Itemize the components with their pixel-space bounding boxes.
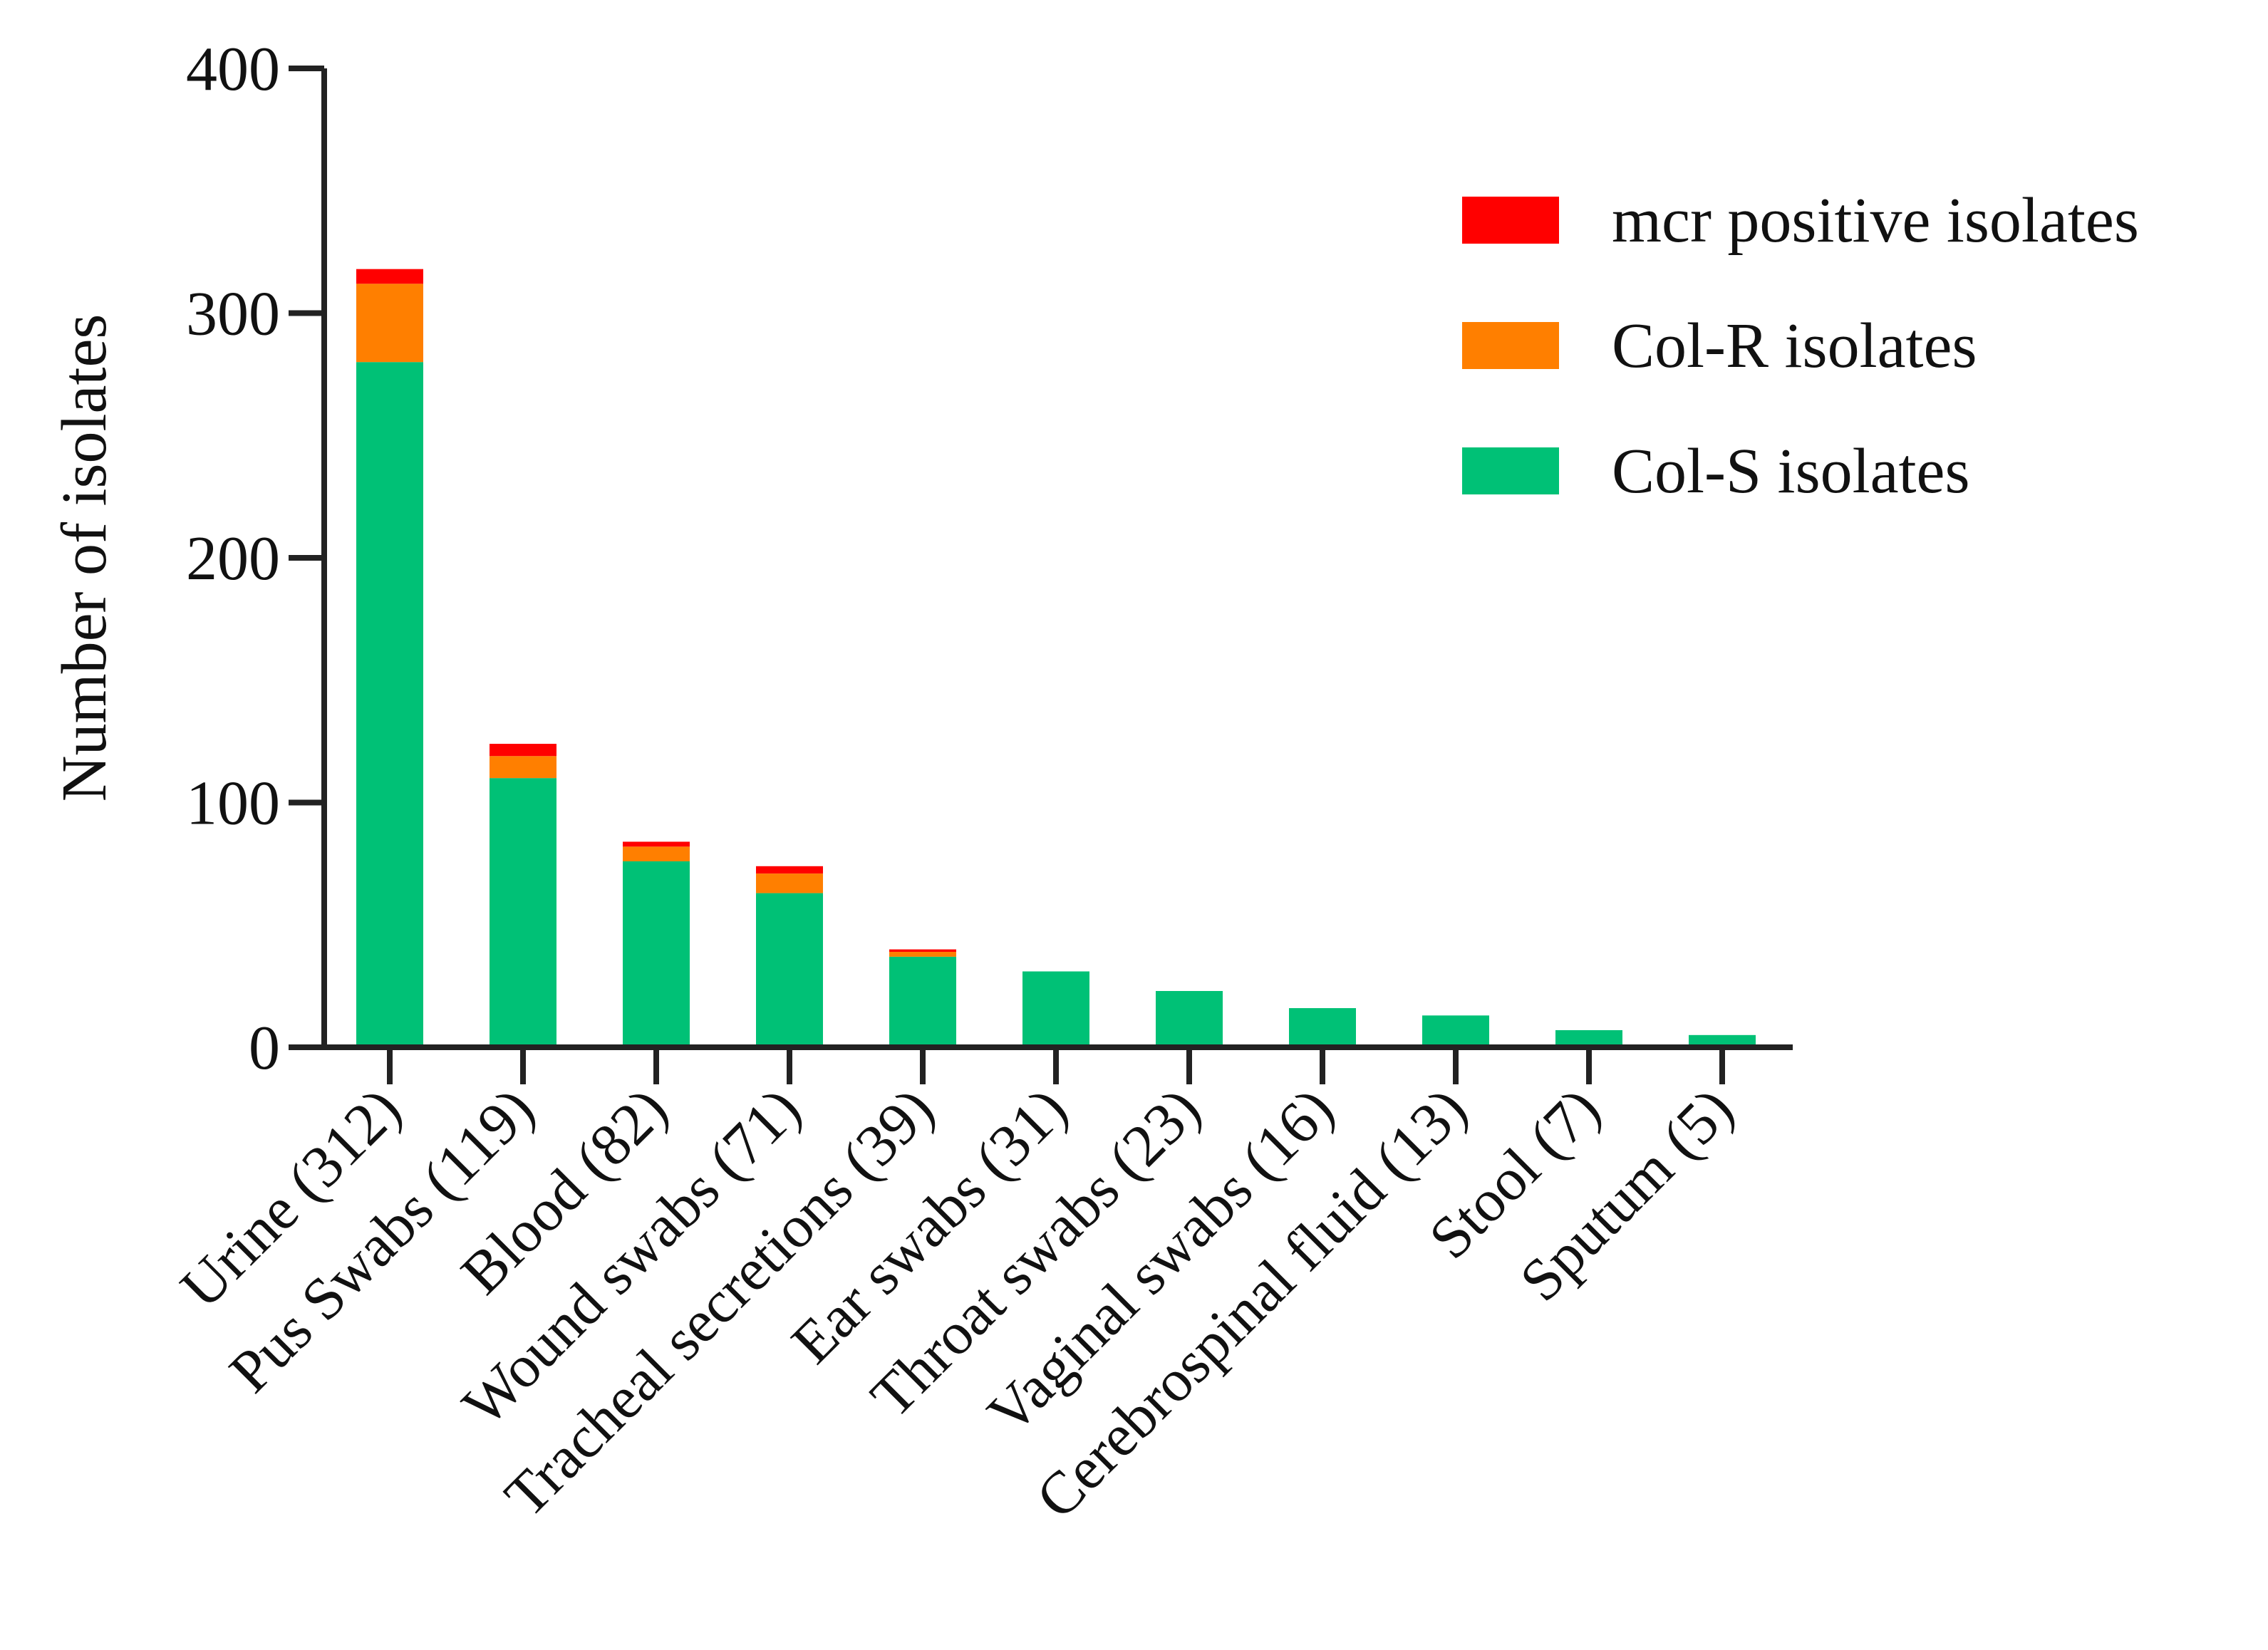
legend-label-mcr-positive-isolates: mcr positive isolates: [1612, 185, 2139, 256]
legend-label-col-r-isolates: Col-R isolates: [1612, 311, 1977, 381]
y-tick-label-0: 0: [249, 1014, 280, 1083]
bar-mcr-positive-isolates-4: [889, 949, 956, 953]
bar-col-r-isolates-4: [889, 952, 956, 957]
y-tick-label-400: 400: [186, 35, 280, 104]
bar-col-s-isolates-9: [1555, 1029, 1622, 1047]
y-axis-title: Number of isolates: [49, 314, 120, 802]
bar-col-r-isolates-2: [623, 846, 690, 861]
legend-label-col-s-isolates: Col-S isolates: [1612, 436, 1970, 507]
legend-swatch-col-r-isolates: [1462, 322, 1559, 369]
bar-col-s-isolates-10: [1689, 1034, 1756, 1047]
legend-swatch-mcr-positive-isolates: [1462, 197, 1559, 244]
bar-col-s-isolates-3: [756, 893, 823, 1047]
bar-col-s-isolates-7: [1289, 1008, 1356, 1047]
bar-col-r-isolates-3: [756, 873, 823, 893]
y-tick-label-300: 300: [186, 280, 280, 349]
legend-swatch-col-s-isolates: [1462, 447, 1559, 494]
bar-col-s-isolates-4: [889, 956, 956, 1047]
legend: mcr positive isolates Col-R isolates Col-S…: [1462, 185, 2139, 507]
bar-col-s-isolates-1: [490, 778, 556, 1047]
bar-col-s-isolates-6: [1156, 990, 1223, 1047]
bar-mcr-positive-isolates-0: [356, 269, 423, 284]
y-tick-label-200: 200: [186, 524, 280, 593]
bar-mcr-positive-isolates-1: [490, 744, 556, 757]
y-tick-label-100: 100: [186, 769, 280, 839]
bar-col-s-isolates-5: [1022, 971, 1089, 1047]
bar-mcr-positive-isolates-3: [756, 866, 823, 874]
bar-col-s-isolates-2: [623, 861, 690, 1047]
bar-col-r-isolates-1: [490, 756, 556, 779]
bar-col-s-isolates-0: [356, 362, 423, 1047]
bar-col-r-isolates-0: [356, 284, 423, 363]
bar-mcr-positive-isolates-2: [623, 841, 690, 847]
bar-col-s-isolates-8: [1422, 1015, 1489, 1047]
bars-layer: [356, 269, 1756, 1047]
